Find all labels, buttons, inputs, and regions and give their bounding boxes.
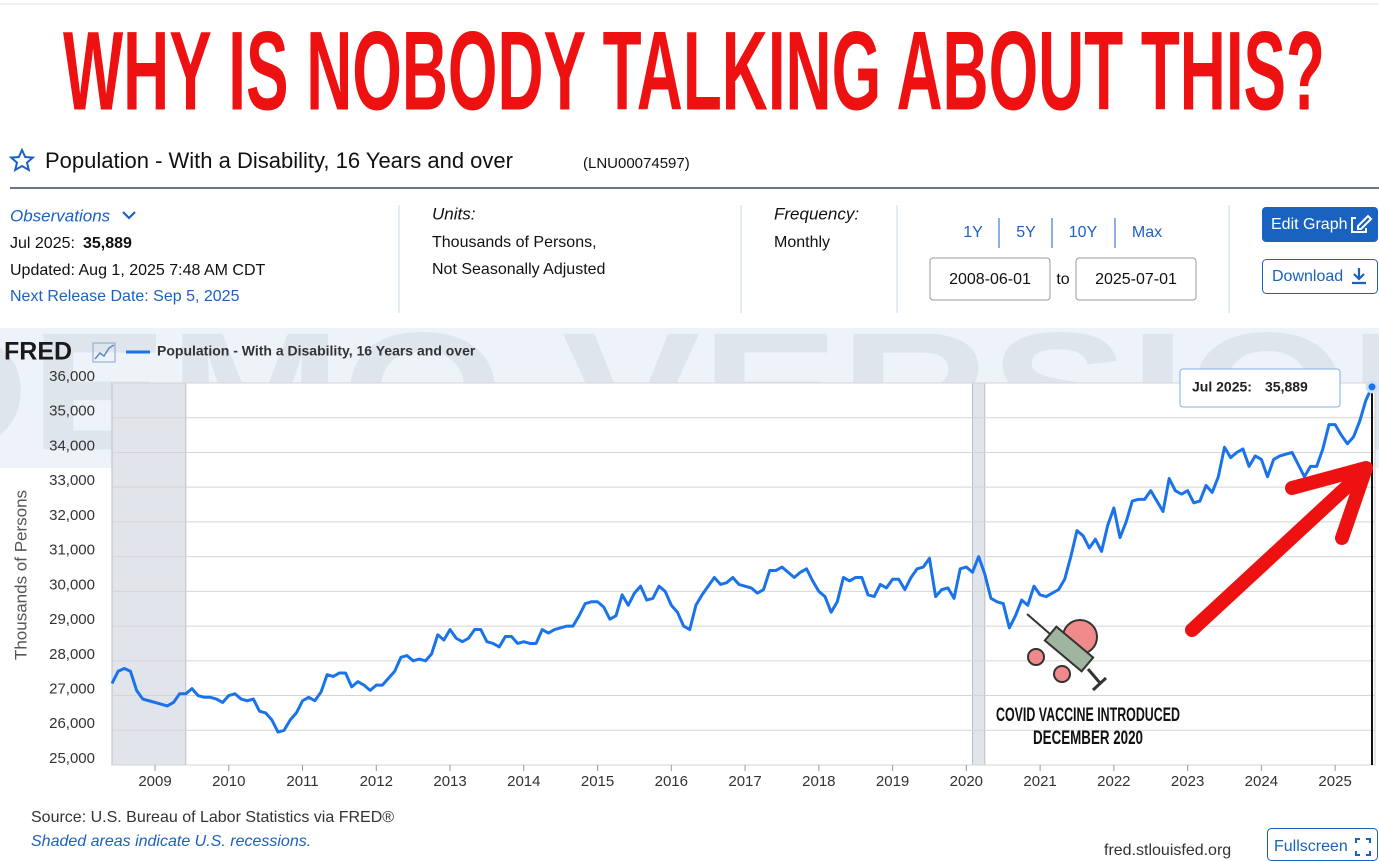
plunger-end <box>1091 676 1108 692</box>
y-tick-label: 33,000 <box>49 472 95 489</box>
y-axis-label: Thousands of Persons <box>11 490 30 660</box>
fullscreen-icon <box>1355 838 1371 856</box>
end-date: 2025-07-01 <box>1095 271 1177 288</box>
edit-graph-button[interactable] <box>1262 207 1378 242</box>
arrow-shaft <box>1185 475 1359 637</box>
annotation: COVID VACCINE INTRODUCED <box>996 705 1180 726</box>
fullscreen-label[interactable]: Fullscreen <box>1274 838 1348 855</box>
x-tick-label: 2010 <box>212 773 245 790</box>
x-tick-label: 2012 <box>360 773 393 790</box>
y-tick-label: 35,000 <box>49 403 95 420</box>
chart: 25,000 26,000 27,000 28,000 29,000 30,000 31,0… <box>4 338 1379 790</box>
download-label[interactable]: Download <box>1272 268 1343 285</box>
latest-date: Jul 2025: <box>10 235 75 252</box>
logo: FRED <box>4 338 72 366</box>
x-tick-label: 2016 <box>655 773 688 790</box>
dividers <box>398 205 1230 313</box>
next-release[interactable]: Next Release Date: Sep 5, 2025 <box>10 288 240 305</box>
y-tick-label: 29,000 <box>49 611 95 628</box>
latest-value: 35,889 <box>83 235 132 252</box>
logo-chart-icon <box>92 342 116 363</box>
needle <box>1026 613 1051 635</box>
x-tick-label: 2021 <box>1023 773 1056 790</box>
recession-note: Shaded areas indicate U.S. recessions. <box>31 833 311 850</box>
end-date-input[interactable] <box>1075 257 1197 301</box>
units-line: Not Seasonally Adjusted <box>432 261 605 278</box>
y-tick-label: 30,000 <box>49 576 95 593</box>
x-tick-label: 2017 <box>728 773 761 790</box>
frequency-label: Frequency: <box>774 204 859 223</box>
plot-area <box>111 382 1376 766</box>
y-tick-label: 25,000 <box>49 750 95 767</box>
headline: WHY IS NOBODY TALKING ABOUT THIS? <box>63 9 1325 134</box>
range-separators <box>998 218 1116 248</box>
x-tick-label: 2014 <box>507 773 540 790</box>
star-icon[interactable] <box>8 147 36 173</box>
recession-shade <box>971 382 986 766</box>
tooltip-label: Jul 2025: <box>1192 379 1252 395</box>
x-tick-label: 2019 <box>876 773 909 790</box>
y-tick-label: 32,000 <box>49 507 95 524</box>
chevron-icon[interactable] <box>122 211 136 220</box>
arrow-head <box>1285 461 1373 545</box>
x-tick-label: 2015 <box>581 773 614 790</box>
range-button[interactable]: Max <box>1132 224 1162 241</box>
annotation: DECEMBER 2020 <box>1033 728 1143 749</box>
x-tick-label: 2022 <box>1097 773 1130 790</box>
edit-icon <box>1351 214 1373 233</box>
x-tick-label: 2018 <box>802 773 835 790</box>
source: Source: U.S. Bureau of Labor Statistics … <box>31 809 394 826</box>
virus <box>1027 648 1045 666</box>
series-line <box>110 386 1374 734</box>
y-tick-label: 27,000 <box>49 681 95 698</box>
frequency-value: Monthly <box>774 234 830 251</box>
units-label: Units: <box>432 204 476 223</box>
tooltip-box <box>1179 368 1341 408</box>
x-tick-label: 2024 <box>1245 773 1278 790</box>
series-id: (LNU00074597) <box>583 155 690 172</box>
last-point <box>1365 380 1379 394</box>
download-button[interactable] <box>1262 259 1378 294</box>
x-tick-label: 2013 <box>433 773 466 790</box>
x-tick-label: 2011 <box>286 773 318 790</box>
start-date-input[interactable] <box>929 257 1051 301</box>
observations-label[interactable]: Observations <box>10 206 111 225</box>
syringe <box>1043 625 1095 673</box>
site: fred.stlouisfed.org <box>1104 842 1231 859</box>
tooltip-value: 35,889 <box>1265 379 1308 395</box>
start-date: 2008-06-01 <box>949 271 1031 288</box>
y-tick-label: 36,000 <box>49 368 95 385</box>
range-button[interactable]: 1Y <box>963 224 983 241</box>
x-tick-label: 2009 <box>138 773 171 790</box>
y-tick-label: 34,000 <box>49 437 95 454</box>
virus <box>1053 665 1071 683</box>
recession-shade <box>111 382 187 766</box>
y-tick-label: 31,000 <box>49 542 95 559</box>
legend-label: Population - With a Disability, 16 Years… <box>157 343 476 359</box>
x-tick-label: 2025 <box>1318 773 1351 790</box>
edit-graph-label[interactable]: Edit Graph <box>1271 216 1347 233</box>
logo-chart-line <box>94 344 115 360</box>
x-tick-label: 2023 <box>1171 773 1204 790</box>
range-button[interactable]: 10Y <box>1069 224 1098 241</box>
range-button[interactable]: 5Y <box>1016 224 1036 241</box>
date-separator: to <box>1056 271 1069 288</box>
updated: Updated: Aug 1, 2025 7:48 AM CDT <box>10 262 266 279</box>
vaccine-icon <box>1026 613 1108 692</box>
plunger <box>1086 668 1102 684</box>
y-tick-label: 28,000 <box>49 646 95 663</box>
units-line: Thousands of Persons, <box>432 234 597 251</box>
series-title: Population - With a Disability, 16 Years… <box>45 148 513 173</box>
x-tick-label: 2020 <box>950 773 983 790</box>
download-icon <box>1352 268 1366 285</box>
y-tick-label: 26,000 <box>49 715 95 732</box>
